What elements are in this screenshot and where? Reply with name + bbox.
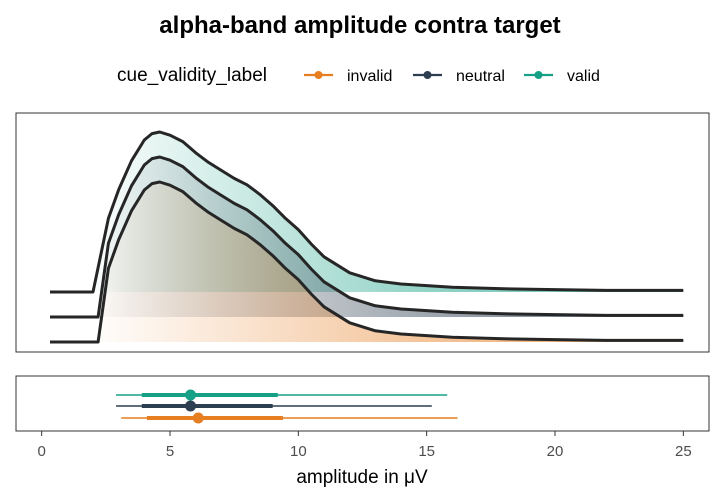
interval-point-valid (185, 389, 197, 401)
legend: cue_validity_label invalid neutral valid (117, 65, 600, 86)
legend-key-dot-neutral (423, 71, 432, 79)
x-tick-label: 15 (418, 443, 435, 460)
x-tick-label: 5 (166, 443, 174, 460)
chart-title: alpha-band amplitude contra target (159, 12, 560, 39)
x-axis-label: amplitude in μV (296, 467, 428, 488)
interval-point-neutral (185, 400, 197, 412)
legend-key-dot-invalid (314, 71, 323, 79)
legend-title: cue_validity_label (117, 65, 267, 86)
legend-label-neutral: neutral (456, 68, 505, 85)
density-area-invalid (98, 182, 684, 342)
density-line-valid (50, 130, 684, 294)
interval-point-invalid (192, 412, 204, 424)
interval-layers (116, 389, 458, 424)
interval-panel (15, 375, 710, 432)
x-tick-label: 25 (675, 443, 692, 460)
legend-label-valid: valid (567, 68, 600, 85)
x-axis: 0 5 10 15 20 25 (37, 431, 692, 460)
x-tick-label: 10 (290, 443, 307, 460)
ridge-layers (50, 130, 684, 344)
x-tick-label: 20 (547, 443, 564, 460)
legend-label-invalid: invalid (347, 68, 392, 85)
density-line-neutral (50, 155, 684, 319)
x-tick-label: 0 (37, 443, 45, 460)
density-line-invalid (50, 180, 684, 344)
legend-key-dot-valid (534, 71, 543, 79)
